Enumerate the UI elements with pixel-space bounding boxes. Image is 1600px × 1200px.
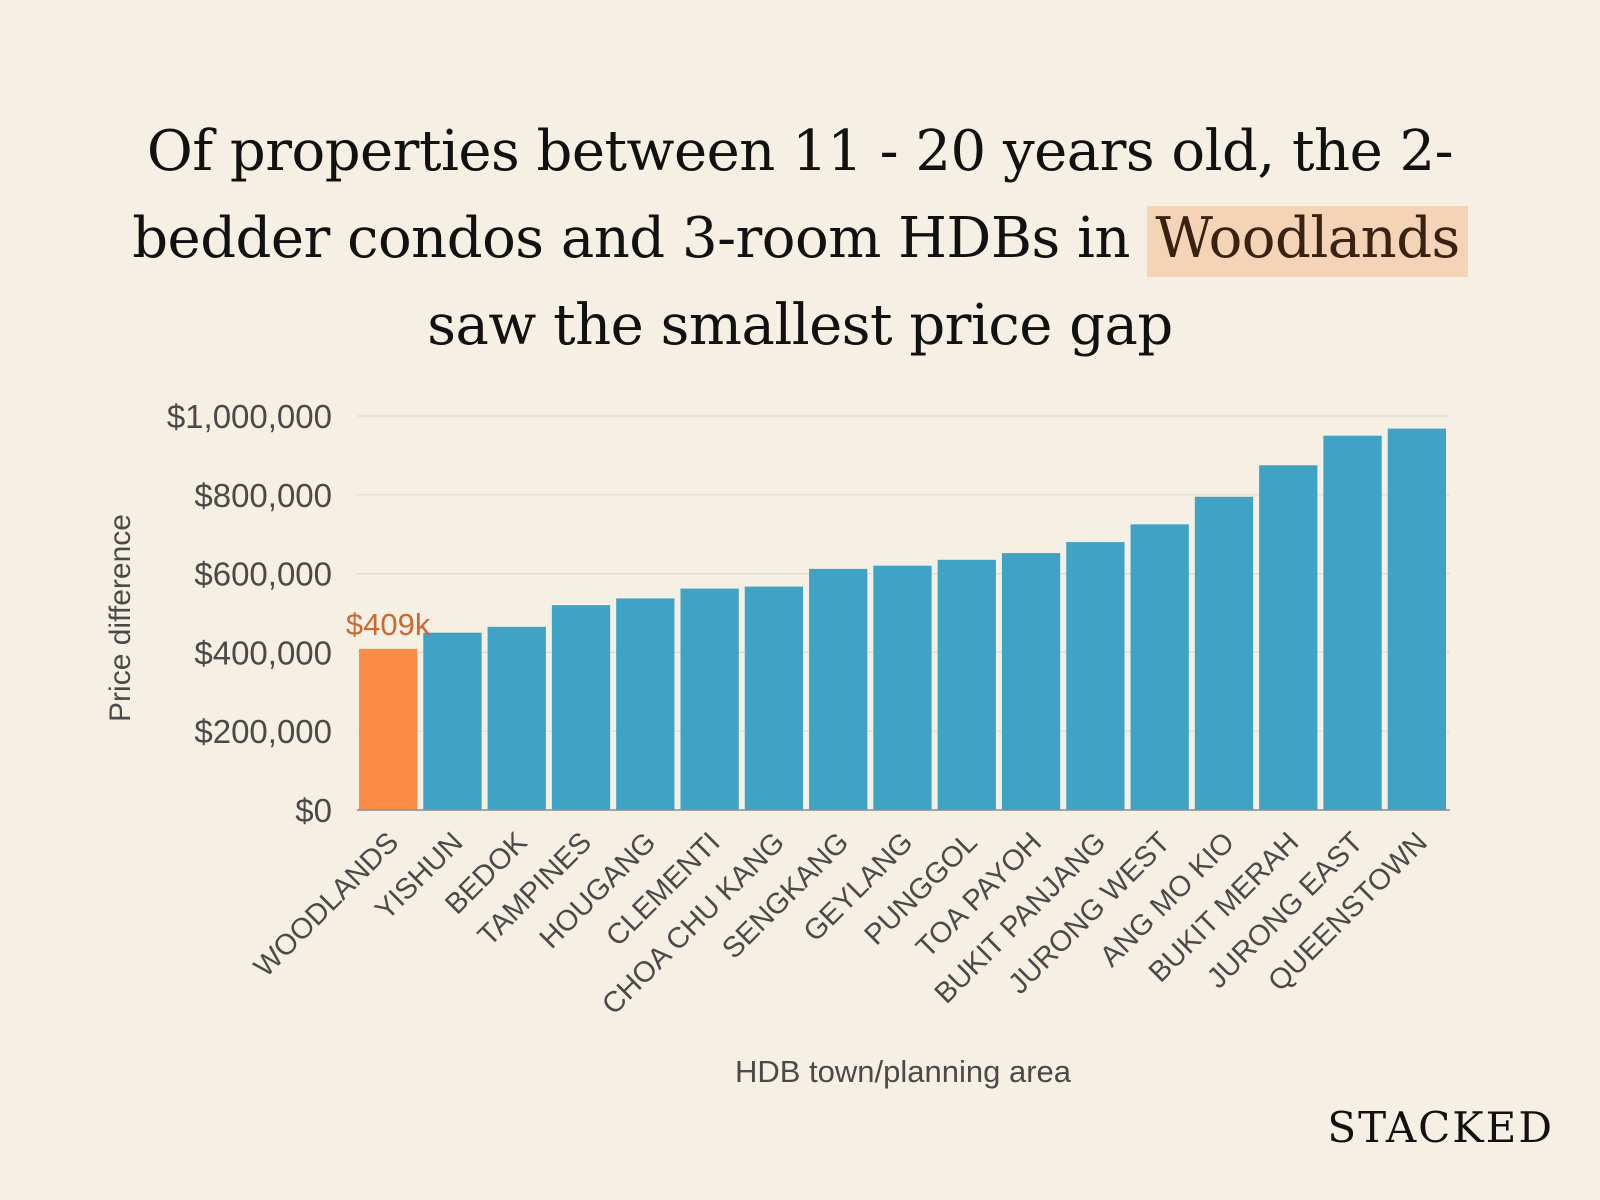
bar-ang-mo-kio [1194,496,1254,810]
chart-title: Of properties between 11 - 20 years old,… [100,108,1500,369]
bar-clementi [680,588,739,810]
bar-bedok [487,626,546,810]
bar-jurong-east [1323,435,1382,810]
y-tick-label: $200,000 [194,713,332,750]
bar-queenstown [1387,428,1446,810]
bar-sengkang [809,568,868,810]
bar-punggol [937,559,996,810]
bar-tampines [551,605,611,810]
title-line-3: saw the smallest price gap [427,293,1173,358]
bar-yishun [423,632,482,810]
x-axis-title: HDB town/planning area [735,1054,1072,1089]
bar-choa-chu-kang [744,586,804,810]
y-axis-title: Price difference [104,514,137,722]
bar-hougang [616,598,675,810]
title-line-2: bedder condos and 3-room HDBs in Woodlan… [100,195,1500,282]
bar-jurong-west [1130,524,1189,810]
y-tick-label: $600,000 [194,556,332,593]
data-label-woodlands: $409k [346,607,431,642]
y-tick-label: $400,000 [194,634,332,671]
bar-geylang [873,565,932,810]
stacked-logo: STACKED [1327,1103,1554,1152]
bar-bukit-merah [1259,465,1318,810]
bar-bukit-panjang [1066,542,1125,810]
bar-woodlands [359,648,418,810]
y-tick-label: $800,000 [194,477,332,514]
bar-toa-payoh [1001,553,1061,810]
title-highlight-woodlands: Woodlands [1147,206,1468,277]
title-line-2-text: bedder condos and 3-room HDBs in [132,206,1148,271]
y-tick-label: $1,000,000 [167,398,332,435]
y-tick-label: $0 [295,792,332,829]
title-line-1: Of properties between 11 - 20 years old,… [146,119,1454,184]
